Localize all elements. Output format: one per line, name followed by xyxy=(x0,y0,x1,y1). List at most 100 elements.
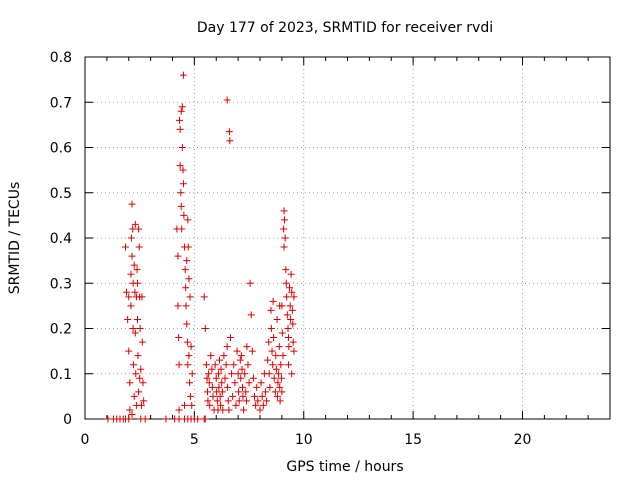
data-point xyxy=(273,315,281,323)
data-point xyxy=(258,392,266,400)
data-point xyxy=(128,200,136,208)
data-point xyxy=(223,96,231,104)
data-point xyxy=(121,243,129,251)
data-point xyxy=(225,406,233,414)
data-point xyxy=(272,365,280,373)
data-point xyxy=(267,306,275,314)
data-point xyxy=(246,279,254,287)
data-point xyxy=(230,361,238,369)
data-point xyxy=(214,370,222,378)
data-points xyxy=(104,71,298,423)
data-point xyxy=(276,397,284,405)
data-point xyxy=(277,374,285,382)
data-point xyxy=(281,234,289,242)
data-point xyxy=(288,288,296,296)
data-point xyxy=(201,325,209,332)
data-point xyxy=(137,365,145,373)
data-point xyxy=(224,397,232,405)
data-point xyxy=(215,383,223,391)
data-point xyxy=(288,306,296,314)
data-point xyxy=(124,315,132,323)
data-point xyxy=(265,338,273,346)
data-point xyxy=(194,415,202,423)
data-point xyxy=(269,297,277,305)
y-tick-label: 0.3 xyxy=(50,276,72,292)
data-point xyxy=(272,352,280,360)
data-point xyxy=(138,293,146,301)
data-point xyxy=(242,388,250,396)
data-point xyxy=(134,315,141,323)
y-tick-label: 0.7 xyxy=(50,95,72,111)
data-point xyxy=(279,352,287,360)
data-point xyxy=(251,392,259,400)
data-point xyxy=(286,284,294,292)
data-point xyxy=(182,302,190,310)
data-point xyxy=(178,103,186,111)
data-point xyxy=(211,361,219,369)
data-point xyxy=(290,293,298,301)
data-point xyxy=(218,388,226,396)
data-point xyxy=(283,311,291,319)
data-point xyxy=(236,356,244,364)
data-point xyxy=(289,320,297,328)
data-point xyxy=(284,334,292,342)
data-point xyxy=(183,257,191,265)
data-point xyxy=(221,374,229,382)
data-point xyxy=(128,252,136,260)
data-point xyxy=(175,406,183,414)
data-point xyxy=(205,370,213,378)
data-point xyxy=(127,270,135,278)
data-point xyxy=(130,261,138,269)
data-point xyxy=(225,128,233,136)
data-point xyxy=(224,383,232,391)
data-point xyxy=(219,406,227,414)
data-point xyxy=(241,370,249,378)
data-point xyxy=(136,374,144,382)
x-axis-label: GPS time / hours xyxy=(286,459,403,475)
data-point xyxy=(131,329,139,337)
data-point xyxy=(226,137,234,145)
data-point xyxy=(131,288,139,296)
data-point xyxy=(267,325,275,332)
data-point xyxy=(188,370,196,378)
data-point xyxy=(278,329,286,337)
data-point xyxy=(220,352,228,360)
data-point xyxy=(270,334,278,342)
data-point xyxy=(287,315,295,323)
x-tick-label: 5 xyxy=(190,432,199,448)
data-point xyxy=(128,410,136,418)
data-point xyxy=(282,279,290,287)
data-point xyxy=(179,71,187,79)
data-point xyxy=(212,374,220,382)
data-point xyxy=(218,379,226,387)
data-point xyxy=(207,352,215,360)
x-tick-label: 10 xyxy=(295,432,313,448)
x-tick-label: 15 xyxy=(404,432,422,448)
data-point xyxy=(138,338,146,346)
y-tick-label: 0.4 xyxy=(50,231,72,247)
data-point xyxy=(131,220,139,228)
data-point xyxy=(281,216,288,224)
data-point xyxy=(239,392,247,400)
data-point xyxy=(265,370,273,378)
data-point xyxy=(226,334,234,342)
data-point xyxy=(133,266,141,274)
data-point xyxy=(284,325,292,332)
data-point xyxy=(278,388,286,396)
data-point xyxy=(239,383,246,391)
data-point xyxy=(127,234,135,242)
data-point xyxy=(282,266,290,274)
data-point xyxy=(222,361,230,369)
data-point xyxy=(285,343,293,351)
data-point xyxy=(277,361,285,369)
data-point xyxy=(132,370,140,378)
data-point xyxy=(240,406,248,414)
axis-ticks: 0 5 10 15 20 0 0.1 0.2 0.3 0.4 0.5 0.6 0.7 0.8 xyxy=(50,50,610,448)
data-point xyxy=(216,356,224,364)
data-point xyxy=(280,225,288,233)
y-tick-label: 0.2 xyxy=(50,322,72,338)
data-point xyxy=(254,397,262,405)
data-point xyxy=(130,361,138,369)
data-point xyxy=(256,406,264,414)
data-point xyxy=(208,383,216,391)
